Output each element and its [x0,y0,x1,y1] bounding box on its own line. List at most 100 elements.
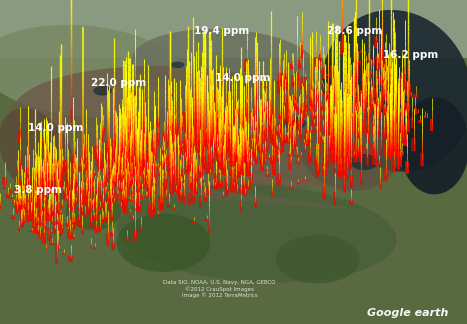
Bar [379,104,382,109]
Bar [213,145,218,152]
Bar [389,146,392,159]
Bar [251,137,255,148]
Bar [292,138,297,150]
Bar [208,221,210,234]
Bar [80,201,85,203]
Bar [208,155,210,168]
Bar [72,189,75,198]
Bar [398,124,400,127]
Bar [292,145,294,156]
Bar [196,133,201,145]
Bar [93,179,97,180]
Bar [170,126,173,139]
Bar [55,243,60,250]
Bar [146,150,150,163]
Bar [124,172,127,185]
Bar [40,183,42,185]
Bar [112,139,116,152]
Bar [183,140,187,144]
Bar [218,181,223,188]
Bar [402,126,407,135]
Bar [119,205,123,207]
Bar [108,152,111,165]
Bar [18,131,22,144]
Bar [345,137,350,150]
Bar [204,133,206,146]
Bar [335,137,339,150]
Bar [272,149,276,162]
Bar [384,99,388,101]
Bar [20,199,22,201]
Bar [111,194,116,195]
Bar [287,113,290,123]
Bar [205,136,209,149]
Bar [178,158,183,163]
Bar [81,228,85,234]
Bar [417,112,419,113]
Bar [81,226,84,228]
Bar [326,94,330,107]
Bar [58,168,61,181]
Bar [43,208,47,221]
Bar [211,113,215,118]
Bar [29,204,35,217]
Text: 28.6 ppm: 28.6 ppm [327,26,382,36]
Bar [318,54,321,65]
Bar [97,156,102,169]
Bar [19,179,22,187]
Bar [281,120,283,133]
Bar [290,64,294,69]
Bar [191,190,195,203]
Bar [334,146,338,159]
Bar [140,154,144,167]
Bar [202,117,205,130]
Bar [260,133,262,145]
Bar [361,121,365,133]
Bar [174,119,176,120]
Bar [347,140,352,153]
Bar [179,142,181,155]
Bar [185,119,189,132]
Bar [224,189,230,191]
Bar [156,214,158,215]
Bar [38,209,42,222]
Bar [255,132,258,145]
Bar [12,204,17,206]
Bar [45,149,49,162]
Bar [113,201,116,203]
Bar [233,147,237,160]
Bar [321,94,324,96]
Bar [347,98,351,110]
Bar [385,73,390,76]
Bar [185,154,191,167]
Bar [129,135,134,148]
Bar [324,106,328,108]
Bar [42,195,46,200]
Bar [319,103,323,111]
Bar [287,119,292,132]
Bar [336,112,339,118]
Bar [187,162,192,166]
Bar [105,173,108,186]
Bar [283,99,287,110]
Bar [124,140,127,152]
Bar [67,175,69,188]
Bar [163,156,168,160]
Bar [293,119,297,121]
Bar [286,140,290,144]
Bar [37,201,42,207]
Bar [197,145,201,152]
Bar [374,114,379,117]
Bar [104,178,106,187]
Bar [108,192,113,201]
Bar [14,202,18,211]
Bar [83,148,85,156]
Bar [270,158,275,166]
Bar [110,178,113,183]
Bar [223,131,226,135]
Bar [389,146,392,159]
Bar [195,133,200,146]
Bar [32,220,37,233]
Bar [203,132,209,134]
Bar [345,90,350,95]
